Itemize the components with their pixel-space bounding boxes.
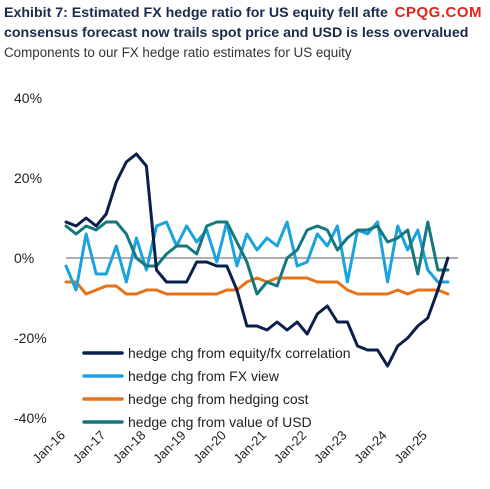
x-axis-ticks: Jan-16 Jan-17 Jan-18 Jan-19 Jan-20 Jan-21 Jan-… [29,428,430,467]
x-tick-label: Jan-16 [29,428,68,467]
x-tick-label: Jan-24 [351,428,390,467]
x-tick-label: Jan-17 [70,428,109,467]
legend-label: hedge chg from equity/fx correlation [128,345,351,361]
chart-title-line-1: Exhibit 7: Estimated FX hedge ratio for … [4,5,388,21]
x-tick-label: Jan-22 [271,428,310,467]
series-lines [64,152,450,368]
y-tick-label: 20% [14,170,42,186]
x-tick-label: Jan-18 [110,428,149,467]
series-line-2 [64,220,450,292]
legend-label: hedge chg from FX view [128,368,280,384]
x-tick-label: Jan-20 [190,428,229,467]
x-tick-label: Jan-23 [311,428,350,467]
series-line-4 [64,220,450,296]
chart-title-line-2: consensus forecast now trails spot price… [4,25,469,41]
series-line-1 [64,152,450,368]
x-tick-label: Jan-25 [391,428,430,467]
chart-title: Exhibit 7: Estimated FX hedge ratio for … [4,3,486,43]
legend: hedge chg from equity/fx correlation hedg… [82,345,351,430]
y-axis-ticks: 40% 20% 0% -20% -40% [14,90,47,426]
series-line-3 [64,276,450,296]
legend-label: hedge chg from value of USD [128,414,312,430]
y-tick-label: -40% [14,410,47,426]
y-tick-label: 0% [14,250,34,266]
legend-label: hedge chg from hedging cost [128,391,309,407]
watermark-logo: CPQG.COM [392,4,484,21]
chart-subtitle: Components to our FX hedge ratio estimat… [4,45,352,60]
x-tick-label: Jan-19 [150,428,189,467]
x-tick-label: Jan-21 [230,428,269,467]
y-tick-label: 40% [14,90,42,106]
y-tick-label: -20% [14,330,47,346]
